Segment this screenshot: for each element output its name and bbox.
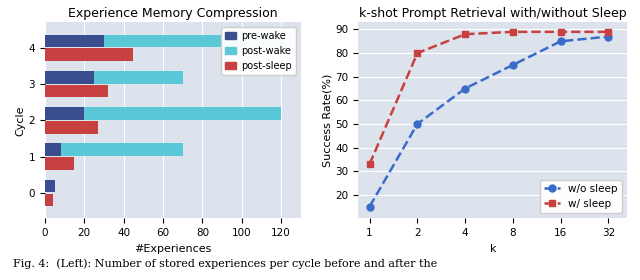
Bar bbox=[45, 34, 104, 47]
Bar bbox=[84, 107, 281, 120]
w/ sleep bbox=[605, 30, 612, 34]
Bar bbox=[45, 121, 98, 134]
X-axis label: #Experiences: #Experiences bbox=[134, 244, 211, 254]
Y-axis label: Cycle: Cycle bbox=[15, 105, 26, 136]
Title: Experience Memory Compression: Experience Memory Compression bbox=[68, 7, 278, 20]
Legend: w/o sleep, w/ sleep: w/o sleep, w/ sleep bbox=[540, 180, 622, 213]
Bar bbox=[45, 157, 74, 170]
Bar bbox=[45, 193, 52, 206]
w/o sleep bbox=[605, 35, 612, 38]
w/o sleep bbox=[413, 122, 421, 126]
Y-axis label: Success Rate(%): Success Rate(%) bbox=[323, 74, 333, 167]
w/o sleep bbox=[366, 205, 374, 208]
Bar bbox=[45, 143, 61, 156]
X-axis label: k: k bbox=[490, 244, 496, 254]
w/ sleep bbox=[509, 30, 516, 34]
Bar bbox=[94, 71, 182, 83]
w/ sleep bbox=[461, 32, 469, 36]
w/o sleep bbox=[509, 63, 516, 67]
Line: w/o sleep: w/o sleep bbox=[366, 33, 612, 210]
Bar bbox=[45, 71, 94, 83]
Text: Fig. 4:  (Left): Number of stored experiences per cycle before and after the: Fig. 4: (Left): Number of stored experie… bbox=[13, 258, 437, 269]
w/o sleep bbox=[461, 87, 469, 90]
Bar bbox=[45, 85, 108, 97]
Bar bbox=[45, 180, 54, 192]
w/ sleep bbox=[557, 30, 564, 34]
Bar bbox=[61, 143, 182, 156]
Title: k-shot Prompt Retrieval with/without Sleep: k-shot Prompt Retrieval with/without Sle… bbox=[359, 7, 627, 20]
w/ sleep bbox=[366, 162, 374, 166]
w/o sleep bbox=[557, 39, 564, 43]
Bar bbox=[45, 107, 84, 120]
w/ sleep bbox=[413, 52, 421, 55]
Legend: pre-wake, post-wake, post-sleep: pre-wake, post-wake, post-sleep bbox=[221, 27, 296, 75]
Bar bbox=[45, 48, 133, 61]
Bar bbox=[104, 34, 285, 47]
Line: w/ sleep: w/ sleep bbox=[366, 28, 612, 167]
